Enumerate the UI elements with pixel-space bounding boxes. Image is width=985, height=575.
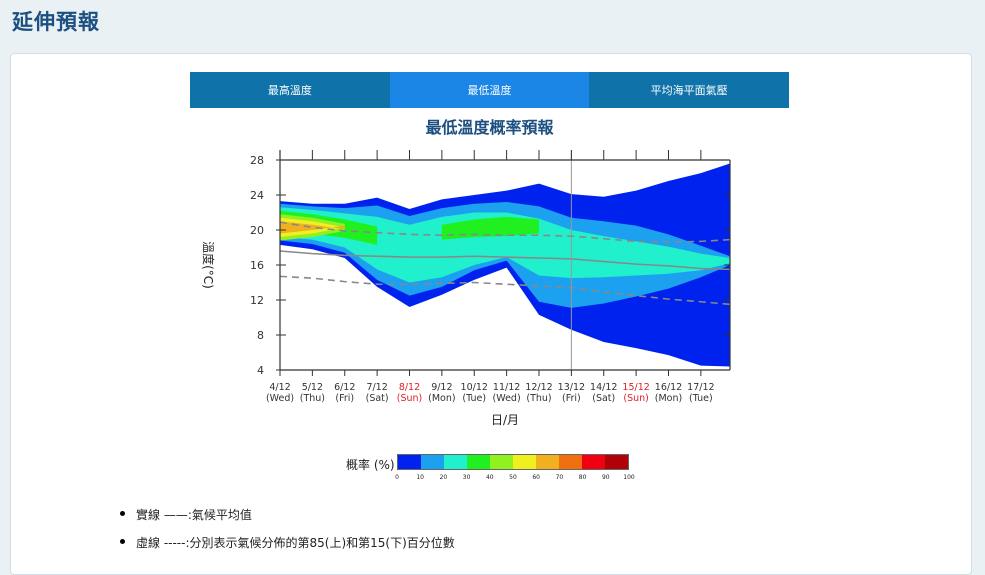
temperature-probability-chart: 4812162024284/12(Wed)5/12(Thu)6/12(Fri)7… (201, 150, 731, 427)
legend-item-solid-line: 實線 ——:氣候平均值 (120, 506, 455, 522)
x-tick-label-6: 10/12 (461, 382, 488, 393)
x-tick-label-7: 11/12 (493, 382, 520, 393)
colorbar-tick-20: 20 (439, 474, 448, 481)
colorbar-swatch-0 (398, 455, 421, 469)
colorbar-tick-80: 80 (578, 474, 587, 481)
colorbar-swatch-3 (467, 455, 490, 469)
tab-bar: 最高溫度 最低溫度 平均海平面氣壓 (190, 72, 790, 108)
colorbar-swatch-5 (513, 455, 536, 469)
colorbar-tick-0: 0 (395, 474, 399, 481)
tab-min-temperature[interactable]: 最低溫度 (389, 72, 590, 108)
x-tick-day-12: (Mon) (655, 393, 682, 404)
colorbar-tick-70: 70 (555, 474, 564, 481)
x-tick-day-7: (Wed) (493, 393, 521, 404)
percentile-15-line (279, 275, 731, 306)
x-tick-label-10: 14/12 (590, 382, 617, 393)
y-tick-label-28: 28 (250, 154, 264, 167)
colorbar-tick-30: 30 (462, 474, 471, 481)
x-tick-day-5: (Mon) (428, 393, 455, 404)
colorbar-swatch-9 (605, 455, 628, 469)
y-tick-label-20: 20 (250, 224, 264, 237)
climate-mean-line (279, 250, 731, 271)
page-title: 延伸預報 (12, 10, 100, 34)
x-tick-day-8: (Thu) (526, 393, 551, 404)
colorbar-tick-100: 100 (623, 474, 635, 481)
x-tick-day-6: (Tue) (462, 393, 486, 404)
colorbar-swatch-1 (421, 455, 444, 469)
content-card (10, 53, 972, 575)
percentile-85-line (279, 221, 731, 244)
x-tick-day-4: (Sun) (397, 393, 423, 404)
colorbar-tick-90: 90 (601, 474, 610, 481)
x-tick-label-8: 12/12 (525, 382, 552, 393)
y-axis-title: 溫度(°C) (201, 241, 216, 289)
x-tick-label-0: 4/12 (269, 382, 290, 393)
colorbar-tick-40: 40 (485, 474, 494, 481)
colorbar-swatch-8 (582, 455, 605, 469)
colorbar-ticks: 0 10 20 30 40 50 60 70 80 90 100 (395, 474, 635, 484)
colorbar-label: 概率 (%) (346, 458, 395, 472)
colorbar-tick-50: 50 (509, 474, 517, 481)
x-tick-day-11: (Sun) (623, 393, 649, 404)
colorbar-tick-10: 10 (416, 474, 425, 481)
colorbar-tick-60: 60 (532, 474, 541, 481)
colorbar-swatch-4 (490, 455, 513, 469)
probability-band-20-to-30-0 (280, 207, 730, 283)
colorbar-swatch-2 (444, 455, 467, 469)
y-tick-label-24: 24 (250, 189, 264, 202)
x-tick-day-13: (Tue) (689, 393, 713, 404)
y-tick-label-16: 16 (250, 259, 264, 272)
y-tick-label-4: 4 (257, 364, 264, 377)
chart-title: 最低溫度概率預報 (425, 118, 554, 137)
x-tick-label-11: 15/12 (622, 382, 649, 393)
x-tick-label-1: 5/12 (302, 382, 323, 393)
x-tick-label-3: 7/12 (366, 382, 387, 393)
tab-max-temperature[interactable]: 最高溫度 (190, 72, 390, 108)
x-tick-label-9: 13/12 (558, 382, 585, 393)
x-tick-day-9: (Fri) (562, 393, 581, 404)
tab-mean-sea-level-pressure[interactable]: 平均海平面氣壓 (589, 72, 790, 108)
x-tick-label-2: 6/12 (334, 382, 355, 393)
x-tick-day-1: (Thu) (300, 393, 325, 404)
y-tick-label-8: 8 (257, 329, 264, 342)
x-tick-label-13: 17/12 (687, 382, 714, 393)
x-tick-day-0: (Wed) (266, 393, 294, 404)
x-tick-day-3: (Sat) (366, 393, 389, 404)
x-tick-day-2: (Fri) (335, 393, 354, 404)
colorbar-swatch-7 (559, 455, 582, 469)
x-tick-label-5: 9/12 (431, 382, 452, 393)
y-tick-label-12: 12 (250, 294, 264, 307)
x-tick-day-10: (Sat) (592, 393, 615, 404)
x-tick-label-4: 8/12 (399, 382, 420, 393)
legend-list: 實線 ——:氣候平均值 虛線 -----:分別表示氣候分佈的第85(上)和第15… (120, 506, 455, 562)
probability-colorbar (397, 454, 629, 470)
colorbar-swatch-6 (536, 455, 559, 469)
legend-item-dashed-line: 虛線 -----:分別表示氣候分佈的第85(上)和第15(下)百分位數 (120, 534, 455, 550)
x-tick-label-12: 16/12 (655, 382, 682, 393)
x-axis-title: 日/月 (491, 413, 519, 427)
